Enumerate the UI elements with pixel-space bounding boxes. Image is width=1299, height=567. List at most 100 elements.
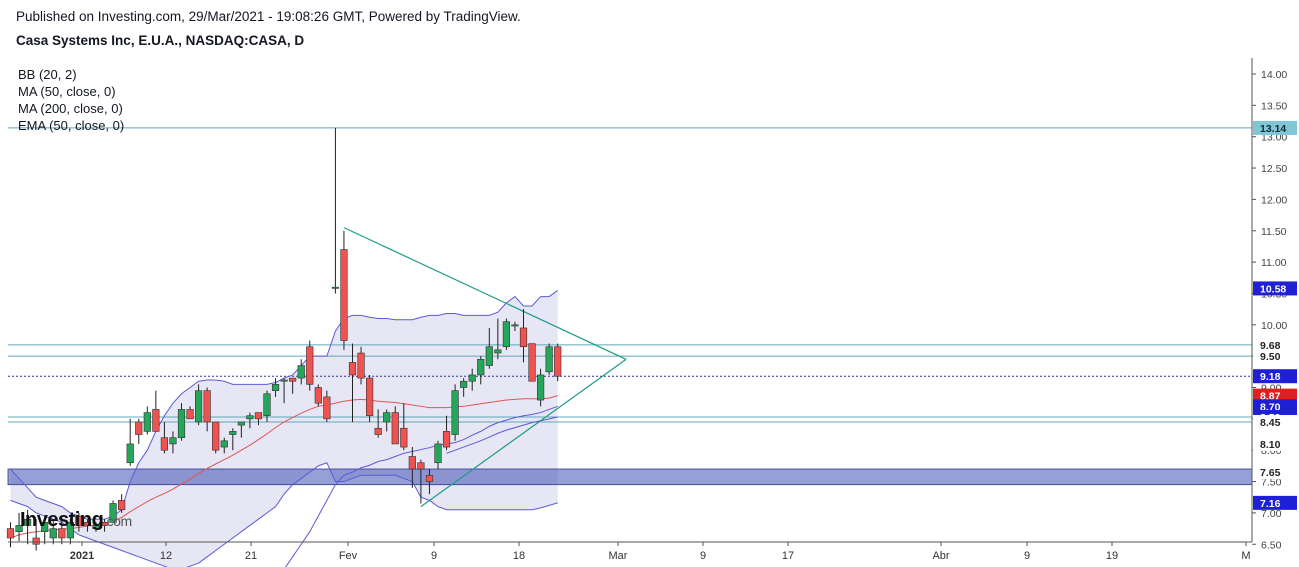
candle-body <box>477 358 485 376</box>
legend-ema50[interactable]: EMA (50, close, 0) <box>18 118 125 133</box>
candle <box>289 377 297 394</box>
candle <box>511 321 519 332</box>
logo-brand: Investing <box>20 509 104 531</box>
candle <box>545 343 553 375</box>
candle <box>451 384 459 441</box>
candle <box>23 509 32 545</box>
indicator-legend: BB (20, 2) MA (50, close, 0) MA (200, cl… <box>18 66 124 134</box>
ma50-line <box>285 405 558 567</box>
candle <box>365 374 374 422</box>
candle <box>519 309 528 363</box>
candle <box>152 390 160 432</box>
candle <box>271 378 280 397</box>
candle <box>536 368 545 407</box>
price-label-bg <box>1253 349 1297 364</box>
candle-body <box>545 346 553 373</box>
candle <box>220 437 228 454</box>
x-tick-label: Mar <box>609 550 628 562</box>
candle-body <box>186 409 194 420</box>
x-tick-label: 18 <box>513 550 525 562</box>
price-label: 7.65 <box>1253 465 1297 480</box>
candle-body <box>220 440 228 448</box>
candle <box>306 340 314 391</box>
price-label-bg <box>1253 337 1297 352</box>
candle <box>528 343 536 382</box>
price-label-bg <box>1253 414 1297 429</box>
candle <box>49 519 57 545</box>
price-label: 13.14 <box>1253 120 1297 135</box>
candle-body <box>374 427 382 435</box>
price-label-text: 10.58 <box>1260 283 1286 295</box>
price-label: 8.45 <box>1253 414 1297 429</box>
candle-body <box>434 443 442 464</box>
candle <box>66 519 74 545</box>
candle <box>126 418 134 466</box>
candle-body <box>152 409 160 432</box>
price-label-text: 13.14 <box>1260 123 1286 135</box>
candle-body <box>536 374 545 401</box>
candle-body <box>383 412 391 423</box>
candle-body <box>365 377 374 417</box>
candle-body <box>519 327 528 348</box>
x-tick-label: 12 <box>160 550 172 562</box>
candle-body <box>306 346 314 385</box>
candle-body <box>160 437 169 451</box>
candle <box>460 378 468 397</box>
candle-body <box>289 377 297 382</box>
chart-title: Casa Systems Inc, E.U.A., NASDAQ:CASA, D <box>16 33 305 48</box>
candle <box>254 412 263 426</box>
candle-body <box>417 462 425 470</box>
candle-body <box>126 443 134 464</box>
candle-body <box>41 522 49 533</box>
candle-body <box>425 474 434 482</box>
candle-body <box>177 409 186 438</box>
candle <box>408 447 416 488</box>
candle <box>331 127 340 294</box>
candle-body <box>485 346 493 366</box>
y-tick-label: 7.50 <box>1261 477 1282 489</box>
price-label-bg <box>1253 436 1297 451</box>
price-label-bg <box>1253 281 1297 296</box>
x-tick-label: 17 <box>782 550 794 562</box>
x-tick-label: M <box>1241 550 1250 562</box>
candle <box>323 390 331 422</box>
candle <box>263 390 271 422</box>
candle <box>186 406 194 420</box>
candle <box>374 409 382 438</box>
trendline-upper <box>343 227 627 360</box>
price-label: 9.50 <box>1253 349 1297 364</box>
price-label-bg <box>1253 399 1297 414</box>
bollinger-band-fill <box>10 290 558 567</box>
candle <box>442 415 451 451</box>
candle-body <box>169 437 177 445</box>
legend-ma50[interactable]: MA (50, close, 0) <box>18 84 116 99</box>
candle <box>75 512 83 532</box>
price-label-text: 7.65 <box>1260 467 1281 479</box>
price-label: 7.16 <box>1253 495 1297 510</box>
legend-ma200[interactable]: MA (200, close, 0) <box>18 101 123 116</box>
x-tick-label: 2021 <box>70 550 94 562</box>
candle-body <box>100 522 109 526</box>
candle <box>485 327 493 369</box>
candle-body <box>408 456 416 470</box>
candle-body <box>271 384 280 391</box>
candle-body <box>6 528 15 539</box>
published-note: Published on Investing.com, 29/Mar/2021 … <box>16 9 521 24</box>
candle-body <box>15 525 23 533</box>
candle-body <box>237 421 245 426</box>
x-tick-label: Abr <box>932 550 949 562</box>
price-label: 8.10 <box>1253 436 1297 451</box>
legend-bb[interactable]: BB (20, 2) <box>18 67 77 82</box>
candle <box>203 387 211 432</box>
candle-body <box>451 390 459 435</box>
x-tick-label: 19 <box>1106 550 1118 562</box>
candle-body <box>263 393 271 417</box>
candle-body <box>297 365 305 379</box>
candle <box>58 516 66 545</box>
candle <box>400 403 408 451</box>
price-label-text: 8.10 <box>1260 439 1281 451</box>
candle-body <box>254 412 263 420</box>
candle-body <box>331 286 340 289</box>
candle-body <box>280 379 288 382</box>
